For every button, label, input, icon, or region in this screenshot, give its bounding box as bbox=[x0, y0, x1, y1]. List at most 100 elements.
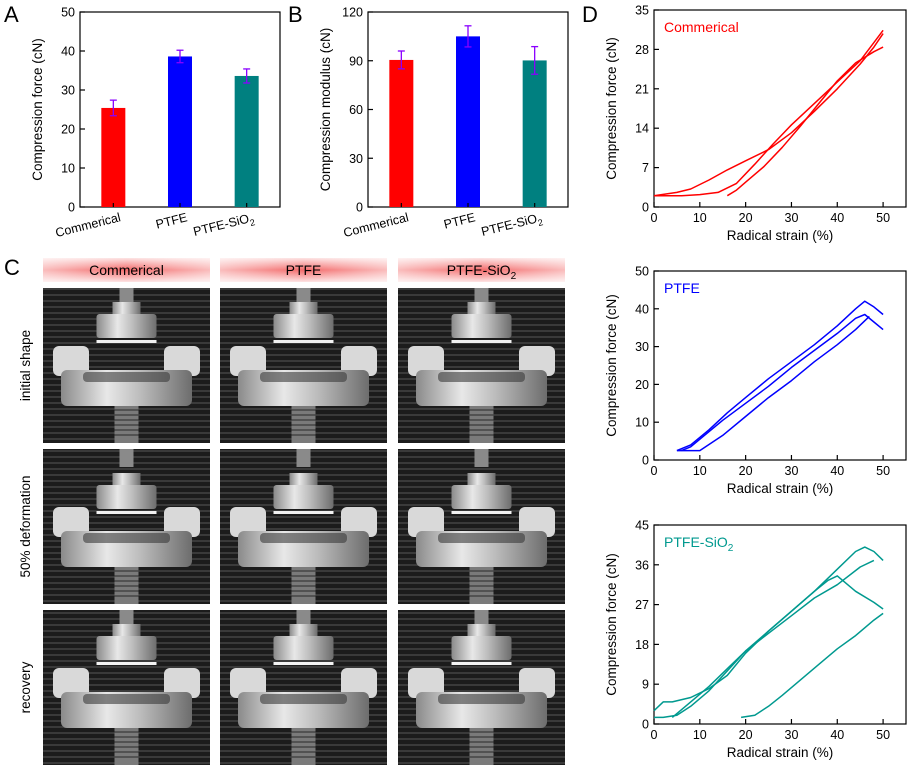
upper-platen bbox=[273, 636, 334, 660]
x-tick-label-main: PTFE-SiO bbox=[480, 211, 539, 238]
right-knob bbox=[164, 668, 200, 698]
y-tick-label: 20 bbox=[61, 123, 75, 137]
column-header-label: PTFE bbox=[286, 262, 322, 278]
panel-letter-d: D bbox=[582, 2, 598, 27]
x-tick-label: 30 bbox=[785, 728, 799, 742]
series-legend-label: PTFE bbox=[664, 280, 700, 296]
bar bbox=[168, 56, 192, 208]
left-knob bbox=[53, 668, 89, 698]
y-axis-label: Compression force (cN) bbox=[604, 553, 619, 696]
top-rod bbox=[119, 288, 134, 306]
row-label: recovery bbox=[18, 661, 33, 713]
top-rod bbox=[119, 449, 134, 467]
series-legend-label-main: PTFE bbox=[664, 280, 700, 296]
right-knob bbox=[341, 507, 377, 537]
x-tick-label: 20 bbox=[739, 728, 753, 742]
hex-nut bbox=[467, 624, 496, 636]
x-axis-label: Radical strain (%) bbox=[727, 481, 834, 496]
bar-chart-compression-force: 0 10 20 30 40 50 Commerical PTFE PTFE-SiO2 Compre… bbox=[30, 6, 281, 240]
upper-platen bbox=[96, 485, 157, 509]
y-axis-label: Compression force (cN) bbox=[604, 37, 619, 180]
hex-nut bbox=[289, 473, 318, 485]
upper-platen bbox=[96, 314, 157, 338]
top-rod bbox=[296, 449, 311, 467]
upper-platen bbox=[273, 485, 334, 509]
photo-cell bbox=[43, 288, 210, 443]
right-knob bbox=[519, 668, 555, 698]
data-series-line bbox=[654, 575, 884, 719]
y-axis-label: Compression modulus (cN) bbox=[318, 28, 333, 192]
column-header-label: PTFE-SiO2 bbox=[447, 262, 517, 282]
y-tick-label: 35 bbox=[635, 4, 649, 18]
hex-nut bbox=[467, 302, 496, 314]
data-series-line bbox=[654, 29, 884, 197]
y-tick-label: 10 bbox=[61, 162, 75, 176]
upper-platen bbox=[451, 314, 512, 338]
sample-layer bbox=[273, 340, 334, 343]
top-rod bbox=[474, 610, 489, 628]
upper-platen bbox=[451, 636, 512, 660]
y-tick-label: 45 bbox=[635, 519, 649, 533]
x-tick-label: 50 bbox=[876, 728, 890, 742]
plot-frame bbox=[653, 524, 907, 725]
plot-frame bbox=[653, 270, 907, 461]
y-tick-label: 30 bbox=[61, 84, 75, 98]
column-header-label: Commerical bbox=[89, 262, 164, 278]
photo-cell bbox=[398, 610, 565, 765]
x-tick-label: 40 bbox=[830, 728, 844, 742]
left-knob bbox=[408, 507, 444, 537]
hex-nut bbox=[112, 302, 141, 314]
line-chart-ptfe: 0 10 20 30 40 50 0 10 20 30 40 50 PTFE Radical strain… bbox=[604, 265, 907, 496]
sample-layer bbox=[96, 662, 157, 665]
y-tick-label: 40 bbox=[61, 45, 75, 59]
series-legend-label-main: Commerical bbox=[664, 19, 739, 35]
data-series-line bbox=[653, 546, 884, 712]
photo-cell bbox=[43, 610, 210, 765]
x-tick-label: 30 bbox=[785, 464, 799, 478]
y-tick-label: 27 bbox=[635, 598, 649, 612]
x-tick-label-sub: 2 bbox=[537, 217, 544, 228]
line-chart-ptfe-sio2: 0 10 20 30 40 50 0 9 18 27 36 45 PTFE-SiO2 Radical st… bbox=[604, 519, 907, 760]
sample-layer bbox=[451, 340, 512, 343]
top-rod bbox=[296, 610, 311, 628]
y-tick-label: 120 bbox=[342, 6, 363, 20]
platen-recess bbox=[260, 372, 347, 382]
top-rod bbox=[474, 288, 489, 306]
bar bbox=[456, 36, 480, 207]
series-legend-label: PTFE-SiO2 bbox=[664, 534, 734, 554]
bar bbox=[522, 60, 547, 207]
right-knob bbox=[341, 346, 377, 376]
x-tick-label: 50 bbox=[876, 464, 890, 478]
x-tick-label-main: PTFE-SiO bbox=[192, 211, 251, 238]
column-header-label-main: PTFE-SiO bbox=[447, 262, 511, 278]
photo-panel: Commerical PTFE PTFE-SiO2 initial shape 50% … bbox=[18, 258, 565, 765]
left-knob bbox=[408, 346, 444, 376]
column-header-sheen bbox=[43, 258, 210, 282]
data-series-line bbox=[676, 300, 884, 452]
plot-frame bbox=[653, 9, 907, 208]
platen-recess bbox=[83, 533, 170, 543]
x-tick-label: PTFE bbox=[154, 210, 188, 231]
x-tick-label: Commerical bbox=[54, 210, 122, 240]
row-label: 50% deformation bbox=[18, 475, 33, 577]
hex-nut bbox=[112, 473, 141, 485]
right-knob bbox=[519, 346, 555, 376]
data-series-line bbox=[671, 559, 875, 718]
y-tick-label: 9 bbox=[642, 678, 649, 692]
data-series-line bbox=[740, 612, 884, 719]
line-chart-commerical: 0 10 20 30 40 50 0 7 14 21 28 35 Commerical Radical s… bbox=[604, 4, 907, 243]
right-knob bbox=[164, 507, 200, 537]
x-tick-label-sub: 2 bbox=[249, 217, 256, 228]
x-tick-label: Commerical bbox=[342, 210, 410, 240]
x-tick-label: PTFE bbox=[442, 210, 476, 231]
panel-letter-b: B bbox=[288, 2, 303, 27]
y-tick-label: 50 bbox=[635, 265, 649, 279]
sample-layer bbox=[451, 662, 512, 665]
sample-layer bbox=[96, 340, 157, 343]
y-tick-label: 30 bbox=[349, 152, 363, 166]
left-knob bbox=[230, 507, 266, 537]
photo-cell bbox=[220, 610, 387, 765]
y-tick-label: 0 bbox=[642, 201, 649, 215]
x-tick-label-main: Commerical bbox=[342, 210, 410, 240]
right-knob bbox=[164, 346, 200, 376]
